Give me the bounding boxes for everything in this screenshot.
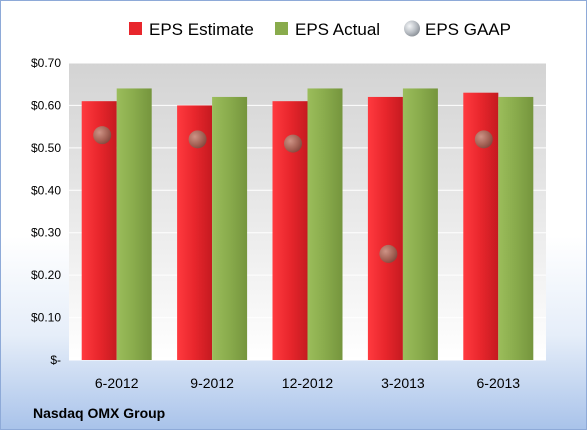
x-category-label: 9-2012 [190, 375, 234, 391]
gaap-marker [188, 130, 207, 149]
x-category-label: 6-2013 [477, 375, 521, 391]
source-label: Nasdaq OMX Group [33, 405, 165, 421]
y-tick-label: $0.50 [31, 141, 61, 155]
y-tick-label: $0.70 [31, 56, 61, 70]
legend-swatch [275, 22, 288, 35]
gaap-marker [284, 134, 302, 153]
estimate-bar [367, 96, 403, 360]
y-tick-label: $0.30 [31, 226, 61, 240]
legend-swatch [129, 22, 142, 35]
y-tick-label: $0.10 [31, 311, 61, 325]
x-category-label: 6-2012 [95, 375, 139, 391]
actual-bar [402, 88, 438, 360]
actual-bar [307, 88, 343, 360]
y-tick-label: $0.40 [31, 183, 61, 197]
x-category-label: 3-2013 [381, 375, 425, 391]
legend-label: EPS Actual [295, 20, 380, 39]
legend-label: EPS Estimate [149, 20, 254, 39]
gaap-marker [474, 130, 493, 149]
estimate-bar [177, 105, 213, 360]
y-tick-label: $0.20 [31, 268, 61, 282]
y-tick-label: $- [50, 353, 61, 367]
gaap-marker [93, 126, 112, 145]
legend-label: EPS GAAP [425, 20, 511, 39]
actual-bar [498, 96, 534, 360]
gaap-marker [379, 244, 398, 263]
x-category-label: 12-2012 [282, 375, 334, 391]
legend-swatch [404, 20, 420, 37]
actual-bar [212, 96, 248, 360]
y-tick-label: $0.60 [31, 98, 61, 112]
estimate-bar [81, 101, 117, 360]
actual-bar [116, 88, 152, 360]
